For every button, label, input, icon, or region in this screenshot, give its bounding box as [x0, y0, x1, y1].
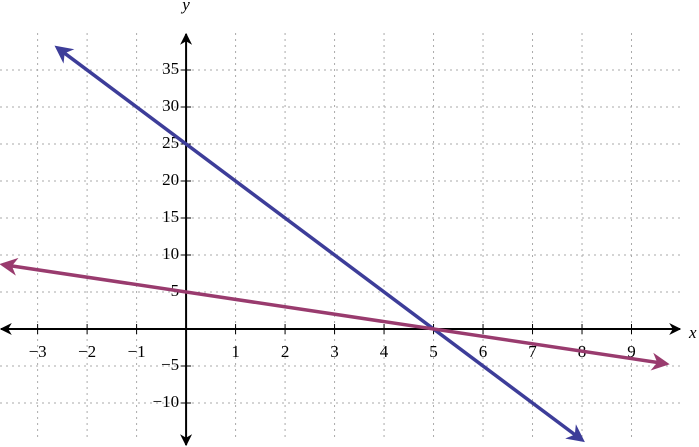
x-tick-label: 1 — [231, 342, 240, 361]
y-tick-label: 35 — [162, 59, 179, 78]
line — [54, 45, 585, 443]
x-tick-label: 6 — [479, 342, 488, 361]
y-tick-label: 20 — [162, 170, 179, 189]
y-axis-label: y — [180, 0, 190, 14]
x-tick-label: 4 — [380, 342, 389, 361]
y-tick-label: 15 — [162, 207, 179, 226]
y-tick-label: −10 — [152, 392, 179, 411]
x-tick-label: 5 — [429, 342, 438, 361]
x-tick-label: 3 — [330, 342, 339, 361]
x-axis-label: x — [688, 323, 697, 342]
x-tick-label: 2 — [281, 342, 290, 361]
y-tick-label: −5 — [161, 355, 179, 374]
grid — [0, 33, 681, 440]
y-tick-label: 30 — [162, 96, 179, 115]
line — [0, 257, 670, 371]
x-tick-label: −2 — [78, 342, 96, 361]
x-tick-label: −1 — [128, 342, 146, 361]
x-tick-label: −3 — [29, 342, 47, 361]
marks — [0, 45, 670, 443]
y-tick-label: 10 — [162, 244, 179, 263]
